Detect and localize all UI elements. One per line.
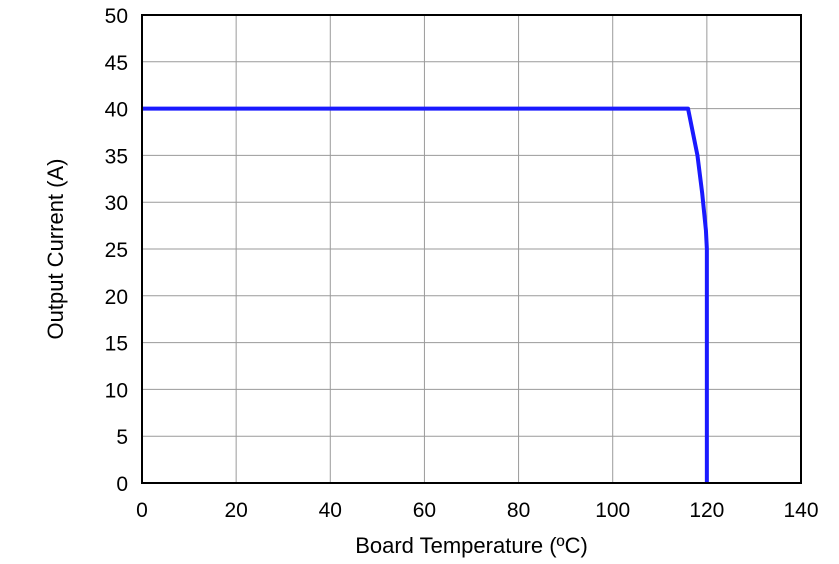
- y-tick-label: 35: [105, 145, 128, 168]
- x-tick-label: 0: [136, 499, 148, 522]
- x-tick-label: 80: [507, 499, 530, 522]
- x-tick-label: 140: [783, 499, 818, 522]
- y-tick-label: 30: [105, 192, 128, 215]
- y-tick-label: 50: [105, 5, 128, 28]
- y-tick-label: 5: [116, 426, 128, 449]
- x-tick-label: 20: [224, 499, 247, 522]
- x-tick-label: 40: [319, 499, 342, 522]
- x-tick-label: 120: [689, 499, 724, 522]
- x-axis-label: Board Temperature (ºC): [355, 533, 588, 558]
- y-tick-label: 25: [105, 239, 128, 262]
- series-line: [142, 106, 709, 483]
- y-tick-label: 15: [105, 333, 128, 356]
- y-tick-label: 0: [116, 473, 128, 496]
- x-tick-label: 60: [413, 499, 436, 522]
- grid: [141, 14, 802, 484]
- y-tick-label: 10: [105, 379, 128, 402]
- y-axis-ticks: 0 5 10 15 20 25 30 35 40 45 50: [105, 5, 128, 496]
- y-axis-label: Output Current (A): [43, 159, 68, 340]
- x-axis-ticks: 0 20 40 60 80 100 120 140: [136, 499, 818, 522]
- y-tick-label: 45: [105, 52, 128, 75]
- series-layer: [142, 106, 709, 483]
- plot-frame: [141, 14, 802, 484]
- y-tick-label: 40: [105, 99, 128, 122]
- y-tick-label: 20: [105, 286, 128, 309]
- x-tick-label: 100: [595, 499, 630, 522]
